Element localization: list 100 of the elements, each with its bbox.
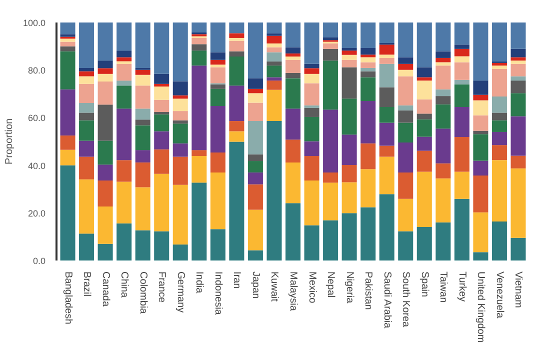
bar: [98, 140, 113, 165]
bar: [248, 154, 263, 162]
bar: [323, 37, 338, 40]
y-axis-title: Proportion: [4, 118, 15, 165]
bar: [135, 108, 150, 120]
x-tick-label: Pakistan: [362, 272, 374, 310]
bar: [285, 47, 301, 54]
bar: [210, 22, 226, 52]
bar: [116, 108, 132, 160]
bar: [172, 111, 188, 120]
x-tick-label: United Kingdom: [475, 272, 486, 343]
bar: [210, 64, 226, 68]
bar: [510, 168, 526, 238]
bar: [79, 120, 94, 141]
bar: [210, 152, 226, 172]
bar: [304, 225, 320, 260]
bar: [154, 86, 170, 100]
x-tick-label: Iran: [231, 272, 242, 289]
x-tick-label: Germany: [174, 272, 186, 313]
bar: [79, 71, 94, 76]
bar: [360, 101, 376, 144]
bar: [172, 22, 188, 82]
bar: [510, 116, 526, 156]
bar: [379, 58, 394, 64]
bar: [248, 78, 263, 89]
bar: [248, 161, 263, 172]
bar: [323, 22, 338, 38]
bar: [360, 71, 376, 78]
bar: [154, 84, 170, 87]
bar: [398, 142, 414, 172]
bar: [154, 22, 170, 74]
bar: [248, 250, 263, 260]
bar: [492, 112, 507, 120]
bar: [60, 22, 76, 34]
bar: [79, 140, 94, 157]
bar: [398, 172, 414, 199]
bar: [229, 121, 244, 132]
x-tick-label: Venezuela: [494, 272, 505, 319]
bar: [172, 98, 188, 112]
bar: [323, 172, 338, 183]
bar: [79, 234, 94, 260]
bar: [416, 67, 432, 78]
x-tick-label: Colombia: [137, 272, 148, 314]
bar: [510, 93, 526, 116]
bar: [135, 120, 150, 126]
bar: [172, 120, 188, 124]
bar: [436, 163, 451, 178]
bar: [60, 89, 76, 136]
bar: [248, 102, 263, 122]
bar: [248, 88, 263, 94]
bar: [210, 172, 226, 230]
bar: [116, 80, 132, 86]
bar: [192, 38, 207, 44]
bar: [285, 162, 301, 204]
bar: [229, 131, 244, 142]
bar: [98, 244, 113, 260]
bar: [304, 180, 320, 226]
bar: [492, 132, 507, 146]
bar: [116, 50, 132, 58]
bar: [285, 78, 301, 109]
bar: [210, 84, 226, 89]
bar: [398, 122, 414, 142]
bar: [154, 231, 170, 260]
bar: [342, 165, 357, 182]
bar: [79, 179, 94, 234]
bar: [192, 44, 207, 51]
bar: [98, 180, 113, 206]
bar: [116, 22, 132, 51]
x-tick-label: Turkey: [456, 272, 468, 302]
bar: [416, 172, 432, 227]
bar: [454, 198, 470, 260]
bar: [510, 48, 526, 58]
bar: [492, 62, 507, 66]
x-tick-label: Saudi Arabia: [381, 272, 392, 329]
bar: [116, 61, 132, 64]
bar: [135, 74, 150, 86]
bar: [79, 84, 94, 103]
bar: [436, 58, 451, 62]
bar: [379, 194, 394, 260]
bar: [266, 90, 282, 122]
bar: [436, 96, 451, 104]
bar: [323, 220, 338, 260]
bar: [342, 50, 357, 55]
bar: [192, 182, 207, 260]
x-tick-label: South Korea: [400, 272, 412, 328]
bar: [248, 22, 263, 78]
bar: [285, 203, 301, 260]
bar: [323, 43, 338, 49]
bar: [492, 160, 507, 222]
bar: [60, 46, 76, 52]
y-tick-label: 100.0: [22, 18, 46, 28]
bar: [98, 74, 113, 82]
bar: [116, 57, 132, 62]
bar: [342, 22, 357, 48]
bar: [510, 60, 526, 64]
bar: [135, 150, 150, 162]
bar: [510, 64, 526, 76]
bar: [98, 68, 113, 74]
bar: [266, 36, 282, 44]
x-tick-label: India: [194, 272, 205, 294]
